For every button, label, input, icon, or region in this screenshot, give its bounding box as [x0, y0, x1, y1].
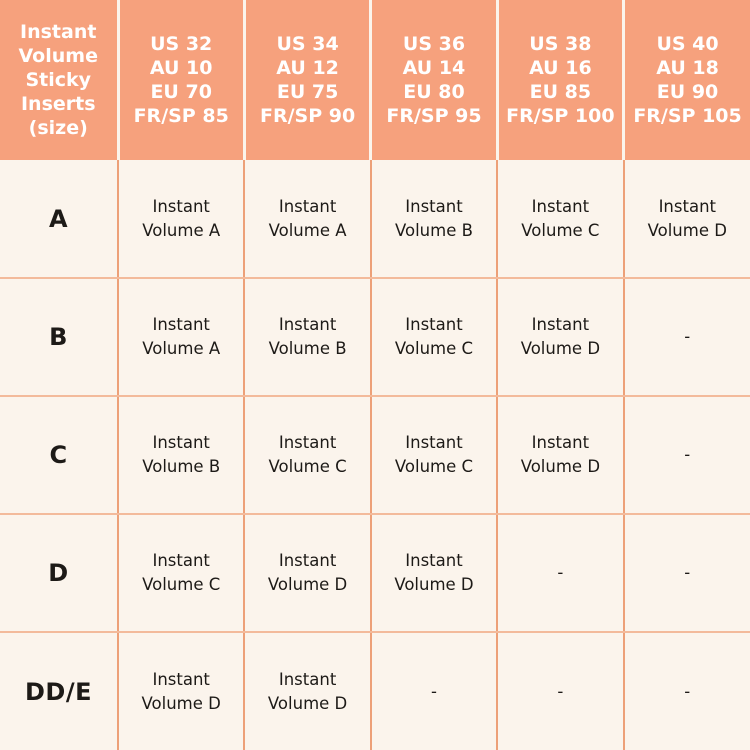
header-row: Instant Volume Sticky Inserts (size) US … — [0, 0, 750, 160]
size-cell: Instant Volume A — [244, 160, 372, 279]
size-cell: Instant Volume C — [370, 278, 499, 397]
size-cell: Instant Volume C — [244, 396, 372, 515]
size-cell: Instant Volume D — [244, 514, 372, 633]
size-cell: Instant Volume B — [244, 278, 372, 397]
size-cell: - — [497, 514, 625, 633]
size-cell: Instant Volume A — [118, 278, 246, 397]
size-cell: Instant Volume A — [118, 160, 246, 279]
size-cell: Instant Volume B — [370, 160, 499, 279]
size-cell: - — [623, 396, 750, 515]
header-size-cell-us32: US 32 AU 10 EU 70 FR/SP 85 — [118, 0, 246, 160]
size-cell: Instant Volume D — [497, 278, 625, 397]
header-size-cell-us38: US 38 AU 16 EU 85 FR/SP 100 — [497, 0, 626, 160]
row-label-c: C — [0, 396, 119, 515]
row-label-d: D — [0, 514, 119, 633]
row-label-a: A — [0, 160, 119, 279]
header-size-cell-us36: US 36 AU 14 EU 80 FR/SP 95 — [370, 0, 499, 160]
size-cell: - — [497, 632, 625, 750]
table-row-b: B Instant Volume A Instant Volume B Inst… — [0, 278, 750, 397]
size-cell: Instant Volume C — [118, 514, 246, 633]
size-cell: - — [370, 632, 499, 750]
size-cell: Instant Volume C — [370, 396, 499, 515]
row-label-b: B — [0, 278, 119, 397]
size-cell: - — [623, 632, 750, 750]
size-cell: Instant Volume B — [118, 396, 246, 515]
header-corner-cell: Instant Volume Sticky Inserts (size) — [0, 0, 120, 160]
size-cell: Instant Volume D — [244, 632, 372, 750]
size-cell: Instant Volume D — [118, 632, 246, 750]
size-cell: Instant Volume C — [497, 160, 625, 279]
size-cell: Instant Volume D — [370, 514, 499, 633]
size-cell: Instant Volume D — [497, 396, 625, 515]
table-row-a: A Instant Volume A Instant Volume A Inst… — [0, 160, 750, 279]
row-label-dd-e: DD/E — [0, 632, 119, 750]
table-row-c: C Instant Volume B Instant Volume C Inst… — [0, 396, 750, 515]
size-cell: - — [623, 514, 750, 633]
header-size-cell-us34: US 34 AU 12 EU 75 FR/SP 90 — [244, 0, 373, 160]
table-row-d: D Instant Volume C Instant Volume D Inst… — [0, 514, 750, 633]
header-size-cell-us40: US 40 AU 18 EU 90 FR/SP 105 — [623, 0, 750, 160]
size-cell: Instant Volume D — [623, 160, 750, 279]
table-row-dd-e: DD/E Instant Volume D Instant Volume D -… — [0, 632, 750, 750]
size-cell: - — [623, 278, 750, 397]
